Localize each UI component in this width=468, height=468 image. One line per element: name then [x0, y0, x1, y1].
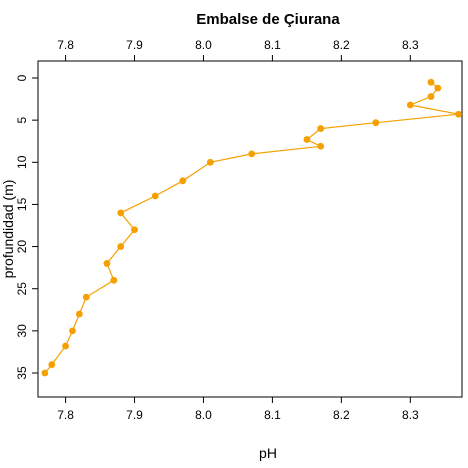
bottom-x-tick-label: 8.1 [264, 408, 281, 422]
top-x-axis: 7.8 7.9 8.0 8.1 8.2 8.3 [57, 38, 419, 61]
data-point [103, 260, 111, 267]
data-point [317, 142, 325, 150]
plot-frame [37, 60, 463, 398]
data-point [248, 150, 256, 158]
y-tick-label: 10 [15, 155, 29, 169]
data-point [62, 342, 69, 350]
data-point [48, 361, 56, 368]
y-axis: 0 5 10 15 20 25 30 35 [15, 74, 38, 380]
data-point [206, 158, 214, 166]
y-tick-label: 30 [15, 324, 29, 338]
data-point [434, 84, 442, 92]
y-axis-label: profundidad (m) [0, 180, 16, 279]
y-tick-label: 35 [15, 366, 29, 380]
data-point [317, 125, 325, 132]
data-point [151, 192, 159, 200]
top-x-tick-label: 8.1 [264, 38, 281, 52]
top-x-tick-label: 8.2 [333, 38, 350, 52]
data-point [41, 369, 49, 377]
y-tick-label: 25 [15, 282, 29, 296]
data-point [110, 276, 118, 284]
series-layer [41, 78, 462, 377]
data-point [455, 110, 462, 118]
y-tick-label: 5 [15, 116, 29, 123]
bottom-x-tick-label: 7.9 [126, 408, 143, 422]
top-x-tick-label: 7.8 [57, 38, 74, 52]
bottom-x-tick-label: 8.0 [195, 408, 212, 422]
data-point [179, 177, 187, 185]
data-point [82, 293, 90, 301]
data-point [117, 209, 125, 217]
data-point [303, 136, 311, 143]
bottom-x-tick-label: 8.2 [333, 408, 350, 422]
data-point [75, 310, 83, 318]
chart-title: Embalse de Çiurana [196, 11, 340, 28]
y-tick-label: 20 [15, 240, 29, 254]
top-x-tick-label: 8.0 [195, 38, 212, 52]
data-point [372, 119, 380, 127]
data-point [427, 78, 435, 86]
top-x-tick-label: 7.9 [126, 38, 143, 52]
data-point [406, 101, 414, 109]
data-point [117, 243, 125, 250]
series-line [44, 81, 459, 374]
y-tick-label: 0 [15, 74, 29, 81]
top-x-tick-label: 8.3 [402, 38, 419, 52]
data-point [131, 226, 138, 234]
bottom-x-tick-label: 7.8 [57, 408, 74, 422]
data-point [427, 93, 435, 100]
bottom-x-axis: 7.8 7.9 8.0 8.1 8.2 8.3 [57, 397, 419, 422]
x-axis-label: pH [259, 445, 277, 461]
y-tick-label: 15 [15, 197, 29, 211]
data-point [69, 327, 76, 335]
bottom-x-tick-label: 8.3 [402, 408, 419, 422]
